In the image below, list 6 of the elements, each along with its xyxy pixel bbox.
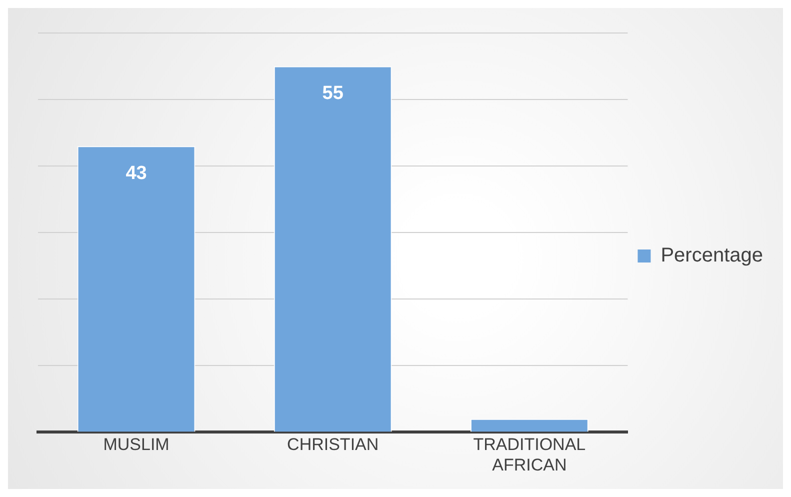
- x-tick-label: MUSLIM: [103, 435, 170, 454]
- x-tick-label: CHRISTIAN: [287, 435, 379, 454]
- x-tick-label: TRADITIONAL AFRICAN: [473, 435, 586, 474]
- data-label: 43: [126, 162, 147, 184]
- legend-label: Percentage: [660, 244, 763, 267]
- data-label: 55: [322, 83, 344, 104]
